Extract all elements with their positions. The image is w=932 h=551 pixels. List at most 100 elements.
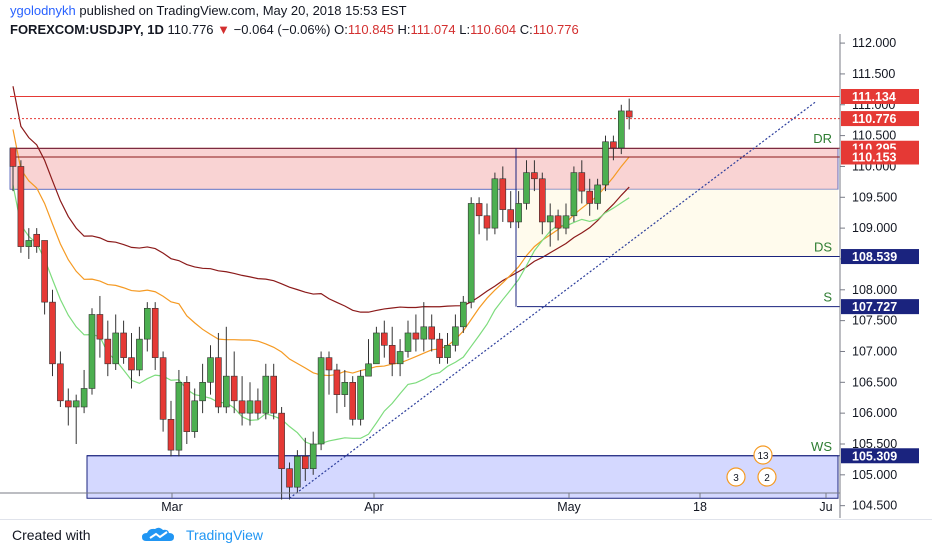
candle-body (578, 172, 586, 192)
candle-body (610, 141, 617, 149)
candle-body (317, 357, 325, 445)
candle-body (617, 110, 625, 149)
levels-layer: DR DS S WS (10, 95, 840, 457)
price-tick-label: 112.000 (852, 36, 896, 50)
candle-body (191, 400, 198, 432)
candle-body (246, 400, 254, 414)
candle-body (380, 332, 388, 346)
price-tick-label: 106.500 (852, 375, 897, 389)
event-badges-layer: 13 3 2 (726, 445, 777, 487)
candle-body (491, 178, 499, 229)
candle-body (420, 326, 428, 340)
last-price: 110.776 (167, 22, 214, 37)
price-tick-label: 110.500 (852, 129, 896, 143)
time-tick-label: Apr (364, 500, 383, 514)
time-axis-layer: Mar Apr May 18 Ju (0, 492, 840, 514)
candle-body (41, 240, 48, 303)
candle-body (523, 172, 530, 204)
time-tick-label: May (557, 500, 581, 514)
price-label-bg (841, 448, 919, 464)
candle-body (25, 240, 33, 247)
candle-body (459, 301, 467, 328)
price-label-bg (841, 111, 919, 127)
candle-body (238, 400, 246, 414)
trendline-layer (289, 101, 816, 499)
candle-body (112, 332, 119, 365)
price-tick-label: 105.500 (852, 437, 897, 451)
event-badge-label: 3 (733, 473, 739, 484)
candle-body (436, 338, 443, 358)
resistance-zone (9, 148, 839, 190)
candle-body (452, 326, 459, 346)
support-zone (86, 455, 839, 499)
low-label: L: (459, 22, 471, 37)
candle-body (278, 412, 285, 469)
candle-body (17, 166, 25, 247)
publish-info: published on TradingView.com, May 20, 20… (75, 3, 407, 18)
trendline (289, 101, 816, 499)
change-down-arrow-icon: ▼ (217, 22, 231, 37)
candle-body (96, 314, 104, 340)
price-change: −0.064 (−0.06%) (233, 22, 331, 37)
level-name: DS (814, 240, 832, 255)
price-tick-label: 109.500 (852, 190, 897, 204)
level-name: DR (813, 131, 832, 146)
high-value: 111.074 (410, 22, 456, 37)
ma-long-line (12, 86, 630, 313)
candle-body (341, 382, 349, 395)
price-tick-label: 104.500 (852, 499, 897, 513)
close-label: C: (519, 22, 533, 37)
price-label-bg (841, 88, 919, 104)
event-badge (757, 467, 777, 487)
created-with-label: Created with (12, 527, 91, 543)
candle-body (254, 400, 262, 414)
candle-body (602, 141, 609, 186)
price-tick-label: 107.000 (852, 344, 897, 358)
candle-body (388, 345, 396, 365)
tradingview-cloud-icon[interactable] (140, 525, 180, 550)
candle-body (365, 363, 372, 377)
range-box (517, 189, 838, 257)
time-tick-label: Mar (161, 500, 183, 514)
price-tick-label: 108.000 (852, 283, 897, 297)
close-value: 110.776 (532, 22, 579, 37)
candle-body (467, 203, 475, 303)
candle-body (586, 190, 594, 204)
candle-body (499, 178, 507, 210)
candle-body (309, 443, 317, 469)
candle-body (223, 375, 230, 408)
symbol-label[interactable]: FOREXCOM:USDJPY, 1D (10, 22, 164, 37)
event-badge (753, 445, 773, 465)
price-label: 111.134 (852, 90, 896, 104)
candle-body (294, 456, 301, 488)
candle-body (33, 233, 41, 247)
candle-body (562, 215, 570, 229)
candle-body (475, 203, 483, 217)
candle-body (428, 326, 436, 340)
event-badge-label: 13 (757, 451, 769, 462)
candle-body (120, 332, 127, 358)
candle-body (80, 388, 88, 408)
author-name[interactable]: ygolodnykh (10, 3, 76, 18)
tradingview-brand[interactable]: TradingView (186, 527, 264, 543)
open-label: O: (334, 22, 348, 37)
price-label-bg (841, 249, 919, 265)
candle-body (57, 363, 64, 402)
price-tick-label: 109.000 (852, 221, 897, 235)
price-label-bg (841, 299, 919, 315)
candle-body (199, 382, 206, 402)
candle-body (483, 215, 491, 229)
candle-body (538, 178, 546, 223)
price-label-bg (841, 149, 919, 165)
candle-body (404, 332, 412, 352)
price-tick-label: 107.500 (852, 314, 897, 328)
candle-body (128, 357, 135, 371)
candle-body (325, 357, 333, 371)
candle-body (412, 332, 420, 340)
candle-body (159, 357, 167, 420)
candle-body (136, 338, 143, 371)
footer-bar: Created with TradingView (0, 519, 932, 551)
price-tick-label: 105.000 (852, 468, 897, 482)
price-tick-label: 106.000 (852, 406, 897, 420)
